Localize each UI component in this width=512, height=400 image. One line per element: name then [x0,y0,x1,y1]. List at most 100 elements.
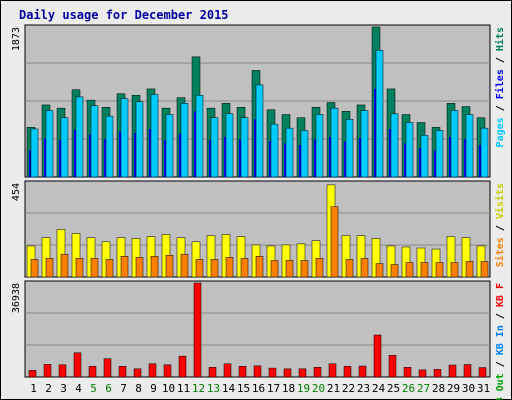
bar-sites [45,258,54,278]
bar-sites [330,206,339,278]
panel-hits-ymax-label: 1873 [11,27,22,51]
bar-kbytes [298,368,307,378]
bar-sites [435,262,444,278]
bar-pages [75,96,84,178]
x-tick-label: 16 [252,382,265,395]
x-tick-label: 11 [177,382,190,395]
bar-kbytes [103,358,112,378]
bar-kbytes [193,282,202,378]
x-tick-label: 12 [192,382,205,395]
panel-visits-legend: Sites / Visits [494,183,506,267]
bar-kbytes [253,365,262,378]
bar-pages [225,113,234,178]
bar-sites [180,253,189,278]
x-tick-label: 18 [282,382,295,395]
x-tick-label: 24 [372,382,386,395]
bar-kbytes [43,364,52,378]
bar-pages [150,94,159,178]
x-tick-label: 27 [417,382,430,395]
x-tick-label: 8 [135,382,142,395]
bar-kbytes [388,355,397,378]
bar-pages [240,117,249,178]
x-tick-label: 21 [327,382,340,395]
bar-kbytes [58,364,67,378]
bar-sites [75,258,84,278]
bar-pages [465,114,474,178]
bar-sites [465,261,474,278]
x-tick-label: 5 [90,382,97,395]
bar-kbytes [118,366,127,378]
bar-pages [255,84,264,178]
bar-pages [60,117,69,178]
bar-pages [210,117,219,178]
bar-sites [135,257,144,278]
bar-pages [315,114,324,178]
bar-pages [135,101,144,178]
legend-separator: / [495,355,506,373]
panel-visits-ymax-label: 454 [11,183,22,201]
x-tick-label: 28 [432,382,445,395]
bar-sites [375,263,384,278]
x-tick-label: 7 [120,382,127,395]
x-tick-label: 3 [60,382,67,395]
bar-pages [360,110,369,178]
bar-pages [390,113,399,178]
legend-entry: Sites [494,237,506,267]
bar-kbytes [238,366,247,378]
bar-kbytes [313,367,322,378]
panel-kbytes-ymax-label: 36938 [11,283,22,313]
bar-sites [405,262,414,278]
bar-pages [30,128,39,178]
bar-sites [390,264,399,278]
x-tick-label: 20 [312,382,325,395]
legend-separator: / [495,99,506,117]
bar-pages [330,107,339,178]
legend-entry: Pages [495,117,506,147]
bar-kbytes [268,367,277,378]
bar-sites [240,258,249,278]
legend-separator: / [495,51,506,69]
bar-kbytes [223,363,232,378]
bar-kbytes [28,370,37,378]
bar-sites [210,259,219,278]
panel-kbytes-area [24,280,491,378]
bar-pages [45,110,54,178]
bar-sites [105,259,114,278]
x-tick-label: 31 [477,382,490,395]
bar-pages [300,130,309,178]
bar-sites [150,256,159,278]
legend-entry: KB In [495,325,506,355]
bar-kbytes [478,367,487,378]
bar-sites [360,258,369,278]
x-tick-label: 13 [207,382,220,395]
bar-kbytes [373,334,382,378]
x-tick-label: 10 [162,382,175,395]
bar-kbytes [343,366,352,378]
bar-pages [90,105,99,178]
x-tick-label: 22 [342,382,355,395]
bar-kbytes [418,369,427,378]
bar-kbytes [358,365,367,378]
x-tick-label: 6 [105,382,112,395]
bar-pages [435,130,444,178]
legend-separator: / [495,307,506,325]
x-tick-label: 30 [462,382,475,395]
panel-hits-legend: Pages / Files / Hits [494,27,506,147]
x-tick-label: 26 [402,382,415,395]
bar-pages [480,127,489,178]
bar-sites [480,261,489,278]
bar-sites [450,262,459,278]
bar-sites [195,259,204,278]
chart-title: Daily usage for December 2015 [19,8,229,22]
x-tick-label: 25 [387,382,400,395]
bar-sites [315,258,324,278]
x-tick-label: 29 [447,382,460,395]
bar-pages [405,122,414,178]
bar-kbytes [328,363,337,378]
x-tick-label: 1 [30,382,37,395]
x-tick-label: 17 [267,382,280,395]
bar-sites [225,257,234,278]
bar-sites [165,255,174,278]
x-tick-label: 4 [75,382,82,395]
